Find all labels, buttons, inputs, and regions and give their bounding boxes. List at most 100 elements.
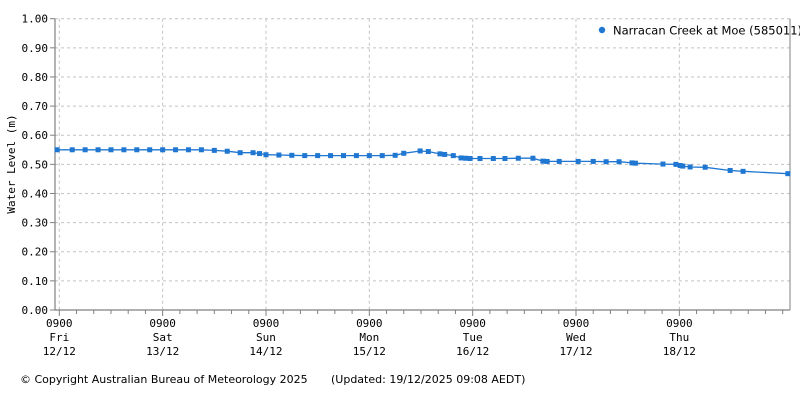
y-tick-label: 0.50 — [22, 158, 49, 171]
x-tick-label: Sun — [256, 331, 276, 344]
data-point-marker — [69, 147, 75, 153]
data-point-marker — [660, 161, 666, 167]
data-point-marker — [575, 158, 581, 164]
data-point-marker — [442, 151, 448, 157]
data-point-marker — [276, 152, 282, 158]
data-point-marker — [108, 147, 114, 153]
x-tick-label: 14/12 — [249, 345, 282, 358]
tick-labels: 0.00 0.10 0.20 0.30 0.40 0.50 0.60 0.70 0.80 0.90… — [22, 13, 696, 358]
data-point-marker — [458, 155, 464, 161]
data-point-marker — [785, 171, 791, 177]
data-point-marker — [250, 150, 256, 156]
data-point-marker — [502, 156, 508, 162]
x-tick-label: 12/12 — [43, 345, 76, 358]
legend-label: Narracan Creek at Moe (585011) — [613, 24, 800, 38]
y-tick-label: 0.00 — [22, 304, 49, 317]
data-point-marker — [727, 167, 733, 173]
data-point-marker — [121, 147, 127, 153]
y-tick-label: 0.90 — [22, 42, 49, 55]
data-point-marker — [185, 147, 191, 153]
x-tick-label: 18/12 — [663, 345, 696, 358]
x-tick-label: 0900 — [149, 317, 176, 330]
data-point-marker — [237, 150, 243, 156]
data-point-marker — [160, 147, 166, 153]
data-point-marker — [437, 151, 443, 157]
legend: Narracan Creek at Moe (585011) — [598, 24, 800, 38]
data-point-marker — [54, 147, 60, 153]
y-tick-label: 0.80 — [22, 71, 49, 84]
data-point-marker — [490, 156, 496, 162]
x-tick-label: 15/12 — [353, 345, 386, 358]
x-tick-label: 16/12 — [456, 345, 489, 358]
data-point-marker — [173, 147, 179, 153]
y-tick-label: 0.70 — [22, 100, 49, 113]
data-point-marker — [392, 152, 398, 158]
tick-marks — [50, 18, 784, 316]
data-point-marker — [340, 153, 346, 159]
data-point-marker — [477, 156, 483, 162]
data-series — [54, 147, 791, 177]
y-tick-label: 0.10 — [22, 275, 49, 288]
data-point-marker — [134, 147, 140, 153]
data-point-marker — [417, 148, 423, 154]
x-tick-label: 0900 — [563, 317, 590, 330]
data-point-marker — [425, 149, 431, 155]
data-point-marker — [590, 158, 596, 164]
data-point-marker — [147, 147, 153, 153]
data-point-marker — [82, 147, 88, 153]
data-point-marker — [632, 160, 638, 166]
data-point-marker — [289, 152, 295, 158]
x-tick-label: Fri — [49, 331, 69, 344]
x-tick-label: 17/12 — [559, 345, 592, 358]
data-point-marker — [740, 168, 746, 174]
data-point-marker — [467, 156, 473, 162]
data-point-marker — [556, 158, 562, 164]
x-tick-label: Mon — [359, 331, 379, 344]
data-point-marker — [211, 147, 217, 153]
x-tick-label: Thu — [669, 331, 689, 344]
data-point-marker — [673, 161, 679, 167]
y-axis-title: Water Level (m) — [5, 114, 18, 213]
data-point-marker — [530, 155, 536, 161]
y-tick-label: 0.40 — [22, 187, 49, 200]
data-point-marker — [616, 159, 622, 165]
x-tick-label: 0900 — [253, 317, 280, 330]
data-point-marker — [353, 153, 359, 159]
x-tick-label: Tue — [463, 331, 483, 344]
x-tick-label: 0900 — [356, 317, 383, 330]
data-point-marker — [263, 152, 269, 158]
data-point-marker — [677, 163, 683, 169]
data-point-marker — [702, 164, 708, 170]
updated-text: (Updated: 19/12/2025 09:08 AEDT) — [331, 373, 525, 386]
gridlines — [55, 18, 790, 310]
data-point-marker — [224, 148, 230, 154]
x-tick-label: 0900 — [666, 317, 693, 330]
data-point-marker — [463, 155, 469, 161]
y-tick-label: 0.20 — [22, 246, 49, 259]
data-point-marker — [95, 147, 101, 153]
y-tick-label: 0.30 — [22, 217, 49, 230]
data-point-marker — [544, 158, 550, 164]
data-point-marker — [328, 153, 334, 159]
x-tick-label: 13/12 — [146, 345, 179, 358]
y-tick-label: 0.60 — [22, 129, 49, 142]
x-tick-label: 0900 — [459, 317, 486, 330]
data-point-marker — [401, 150, 407, 156]
data-point-marker — [315, 153, 321, 159]
data-point-marker — [257, 151, 263, 157]
y-tick-label: 1.00 — [22, 13, 49, 26]
data-point-marker — [450, 153, 456, 159]
data-point-marker — [680, 163, 686, 169]
data-point-marker — [379, 153, 385, 159]
x-tick-label: 0900 — [46, 317, 73, 330]
data-point-marker — [515, 155, 521, 161]
data-point-marker — [687, 164, 693, 170]
data-point-marker — [198, 147, 204, 153]
legend-marker-icon — [598, 26, 606, 34]
data-point-marker — [540, 158, 546, 164]
data-point-marker — [603, 159, 609, 165]
data-point-marker — [366, 153, 372, 159]
data-point-marker — [629, 160, 635, 166]
